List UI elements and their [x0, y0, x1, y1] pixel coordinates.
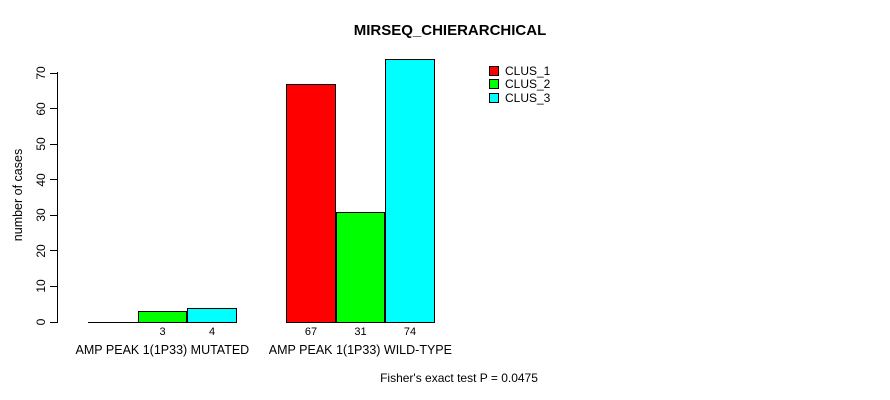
- y-tick: [50, 285, 57, 287]
- x-category-label: AMP PEAK 1(1P33) WILD-TYPE: [268, 343, 452, 357]
- y-tick: [50, 179, 57, 181]
- y-tick-label: 0: [34, 318, 48, 326]
- y-tick-label: 70: [34, 66, 48, 80]
- legend-label-clus_1: CLUS_1: [505, 64, 551, 78]
- y-tick-label: 30: [34, 208, 48, 222]
- legend-swatch-clus_2: [489, 79, 499, 90]
- bar-clus_2-1: [336, 212, 385, 323]
- y-tick-label: 20: [34, 244, 48, 258]
- y-axis-label: number of cases: [11, 148, 25, 242]
- bar-clus_3-0: [187, 308, 237, 323]
- y-axis-line: [57, 72, 58, 323]
- y-tick: [50, 214, 57, 216]
- legend-label-clus_2: CLUS_2: [505, 77, 551, 92]
- bar-value-label: 31: [354, 326, 367, 338]
- x-category-label: AMP PEAK 1(1P33) MUTATED: [75, 343, 250, 357]
- bar-value-label: 67: [304, 326, 318, 338]
- y-tick-label: 50: [34, 137, 48, 151]
- y-tick: [50, 108, 57, 110]
- bar-value-label: 4: [208, 326, 216, 338]
- bar-clus_1-0: [88, 322, 138, 323]
- y-tick-label: 60: [34, 101, 48, 116]
- bar-clus_2-0: [138, 311, 187, 323]
- y-tick-label: 10: [34, 279, 48, 294]
- chart-title: MIRSEQ_CHIERARCHICAL: [353, 22, 547, 39]
- bar-value-label: 3: [159, 326, 166, 338]
- legend-swatch-clus_1: [489, 66, 499, 76]
- footer-note: Fisher's exact test P = 0.0475: [380, 371, 538, 385]
- y-tick: [50, 72, 57, 74]
- legend-label-clus_3: CLUS_3: [505, 90, 551, 105]
- legend-swatch-clus_3: [489, 92, 499, 103]
- y-tick-label: 40: [34, 173, 48, 187]
- y-tick: [50, 250, 57, 252]
- bar-value-label: 74: [403, 326, 417, 338]
- bar-clus_1-1: [286, 84, 336, 323]
- bar-clus_3-1: [385, 59, 435, 323]
- y-tick: [50, 321, 57, 323]
- y-tick: [50, 143, 57, 145]
